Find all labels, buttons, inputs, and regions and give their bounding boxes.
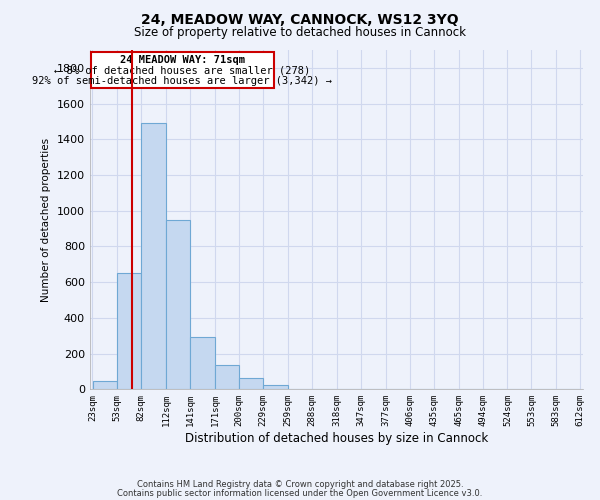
Bar <box>166 220 190 390</box>
X-axis label: Distribution of detached houses by size in Cannock: Distribution of detached houses by size … <box>185 432 488 445</box>
Bar <box>92 381 117 390</box>
Text: Contains HM Land Registry data © Crown copyright and database right 2025.: Contains HM Land Registry data © Crown c… <box>137 480 463 489</box>
Text: 24 MEADOW WAY: 71sqm: 24 MEADOW WAY: 71sqm <box>120 55 245 65</box>
Text: Contains public sector information licensed under the Open Government Licence v3: Contains public sector information licen… <box>118 488 482 498</box>
FancyBboxPatch shape <box>91 52 274 88</box>
Text: ← 8% of detached houses are smaller (278): ← 8% of detached houses are smaller (278… <box>54 66 310 76</box>
Bar <box>239 378 263 390</box>
Text: 24, MEADOW WAY, CANNOCK, WS12 3YQ: 24, MEADOW WAY, CANNOCK, WS12 3YQ <box>141 12 459 26</box>
Bar <box>215 365 239 390</box>
Bar <box>118 273 141 390</box>
Bar <box>142 123 166 390</box>
Text: Size of property relative to detached houses in Cannock: Size of property relative to detached ho… <box>134 26 466 39</box>
Y-axis label: Number of detached properties: Number of detached properties <box>41 138 52 302</box>
Bar <box>263 386 287 390</box>
Bar <box>190 336 215 390</box>
Bar <box>288 388 312 390</box>
Text: 92% of semi-detached houses are larger (3,342) →: 92% of semi-detached houses are larger (… <box>32 76 332 86</box>
